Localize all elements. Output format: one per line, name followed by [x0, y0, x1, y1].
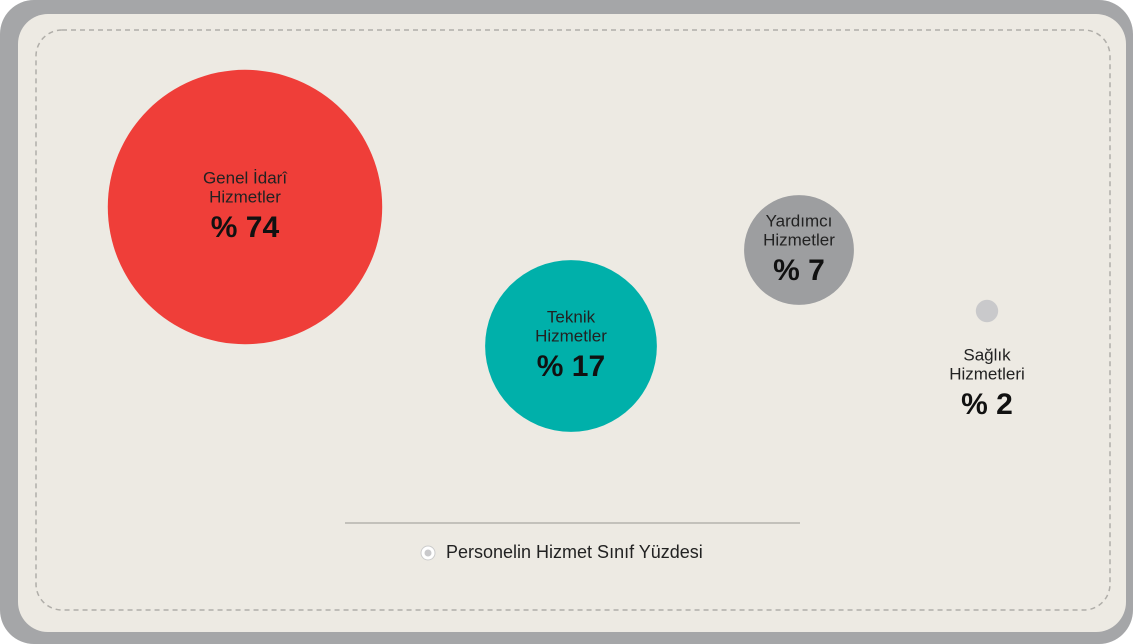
- bubble-label: Yardımcı: [766, 211, 833, 230]
- value-label: % 7: [773, 254, 825, 287]
- dashed-border: [35, 29, 1111, 611]
- bubble-label: Hizmetler: [763, 230, 835, 249]
- bubble: [107, 69, 383, 345]
- bubble: [485, 260, 657, 432]
- value-label: % 17: [537, 350, 605, 383]
- bubble: [744, 195, 854, 305]
- bubble-label: Teknik: [547, 307, 596, 326]
- bubble: [975, 299, 999, 323]
- legend-marker: [424, 549, 432, 557]
- bubble-label: Hizmetler: [535, 326, 607, 345]
- bubble-label: Hizmetler: [209, 187, 281, 206]
- value-label: % 2: [961, 388, 1013, 421]
- legend-label: Personelin Hizmet Sınıf Yüzdesi: [446, 542, 703, 562]
- bubble-label: Sağlık: [963, 346, 1011, 365]
- bubble-label: Genel İdarî: [203, 168, 288, 187]
- value-label: % 74: [211, 211, 280, 244]
- bubble-label: Hizmetleri: [949, 365, 1025, 384]
